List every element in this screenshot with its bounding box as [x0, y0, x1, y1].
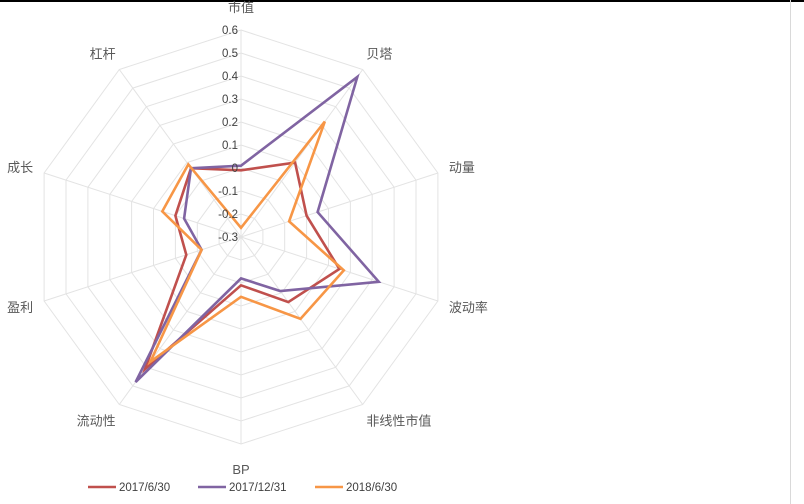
category-label: 成长	[7, 160, 33, 175]
category-label: 动量	[449, 160, 475, 175]
category-label: 市值	[228, 0, 254, 15]
legend: 2017/6/30 2017/12/31 2018/6/30	[88, 482, 397, 494]
radial-tick-label: 0.4	[222, 71, 239, 83]
series-line	[147, 120, 346, 366]
radial-tick-label: 0	[232, 163, 238, 175]
category-label: BP	[232, 462, 249, 477]
category-label: 波动率	[449, 300, 488, 315]
right-border	[790, 0, 791, 504]
radial-tick-label: -0.2	[218, 209, 238, 221]
radial-tick-label: 0.2	[222, 117, 238, 129]
radar-grid	[43, 29, 439, 445]
grid-spoke	[240, 236, 364, 405]
category-label: 非线性市值	[366, 414, 431, 429]
radial-tick-label: 0.1	[222, 140, 238, 152]
category-label: 盈利	[7, 300, 33, 315]
category-label: 流动性	[77, 414, 116, 429]
grid-spoke	[118, 69, 242, 238]
category-label: 贝塔	[366, 46, 392, 61]
series-line	[142, 161, 342, 374]
radial-tick-label: 0.3	[222, 94, 238, 106]
radar-series	[134, 73, 382, 384]
radial-tick-label: 0.5	[222, 48, 238, 60]
legend-label: 2018/6/30	[346, 482, 397, 494]
grid-spoke	[240, 69, 364, 238]
series-line	[134, 73, 382, 384]
grid-spoke	[43, 236, 242, 302]
radial-tick-label: 0.6	[222, 25, 238, 37]
grid-spoke	[240, 172, 439, 238]
radial-tick-labels: 0.6 0.5 0.4 0.3 0.2 0.1 0 -0.1 -0.2 -0.3	[218, 25, 238, 244]
legend-label: 2017/12/31	[229, 482, 287, 494]
top-border	[0, 0, 804, 2]
category-label: 杠杆	[90, 46, 116, 61]
legend-label: 2017/6/30	[119, 482, 170, 494]
grid-spoke	[43, 172, 242, 238]
radial-tick-label: -0.3	[218, 232, 238, 244]
radial-tick-label: -0.1	[218, 186, 238, 198]
